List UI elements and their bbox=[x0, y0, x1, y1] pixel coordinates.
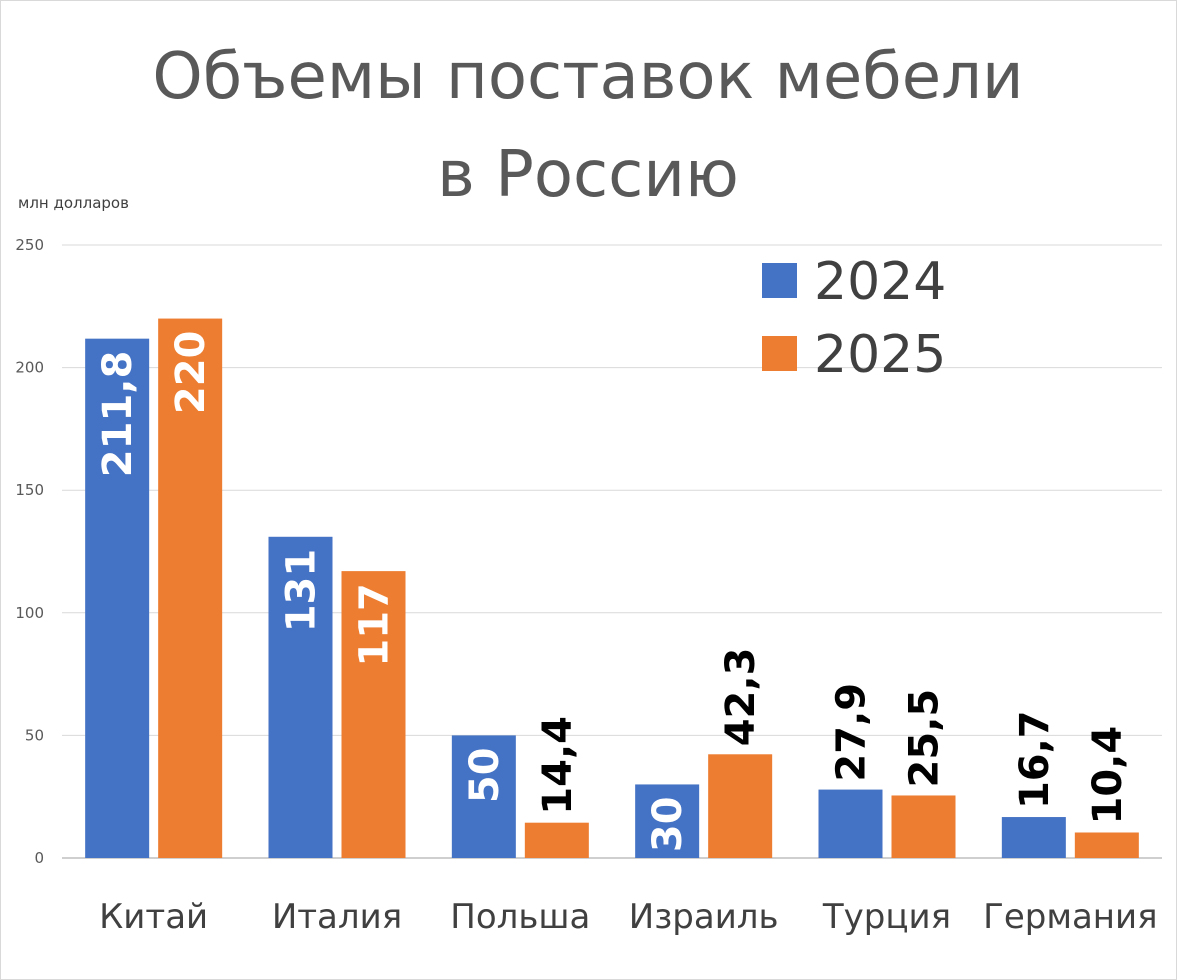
bar-2025 bbox=[158, 318, 223, 858]
bar-2024 bbox=[1001, 817, 1066, 858]
bar-2024 bbox=[85, 338, 150, 859]
category-label-layer: Китай Италия Польша Израиль Турция Германия bbox=[99, 897, 1157, 937]
bar-2025 bbox=[1074, 832, 1139, 858]
category-label: Турция bbox=[822, 897, 951, 937]
category-label: Германия bbox=[983, 897, 1158, 937]
bar-2025 bbox=[524, 822, 589, 858]
grid-layer bbox=[62, 244, 1162, 859]
data-label: 27,9 bbox=[829, 683, 875, 782]
legend-swatch bbox=[762, 336, 797, 371]
bar-2025 bbox=[891, 795, 956, 858]
bar-2024 bbox=[818, 789, 883, 858]
y-tick-label: 150 bbox=[15, 481, 44, 499]
data-label-layer: 211,8 220 131 117 50 14,4 30 42,3 27,9 25,5 16,7 10… bbox=[95, 331, 1131, 853]
y-tick-label: 200 bbox=[15, 359, 44, 377]
bar-2025 bbox=[341, 571, 406, 858]
data-label: 10,4 bbox=[1085, 726, 1131, 825]
y-axis-label: млн долларов bbox=[18, 194, 129, 212]
legend-label: 2024 bbox=[814, 252, 946, 312]
category-label: Израиль bbox=[629, 897, 779, 937]
data-label: 30 bbox=[645, 796, 691, 852]
data-label: 220 bbox=[168, 331, 214, 415]
legend-swatch bbox=[762, 263, 797, 298]
category-label: Италия bbox=[272, 897, 402, 937]
category-label: Китай bbox=[99, 897, 208, 937]
data-label: 211,8 bbox=[95, 351, 141, 478]
bar-2024 bbox=[451, 735, 516, 858]
bar-2024 bbox=[268, 536, 333, 858]
bar-2024 bbox=[635, 784, 700, 858]
data-label: 117 bbox=[352, 583, 398, 667]
legend-label: 2025 bbox=[814, 325, 946, 385]
bar-2025 bbox=[708, 754, 773, 858]
chart-title-line-1: Объемы поставок мебели bbox=[152, 40, 1023, 114]
bar-layer bbox=[85, 318, 1139, 859]
data-label: 25,5 bbox=[902, 689, 948, 788]
data-label: 131 bbox=[279, 549, 325, 633]
y-tick-label: 50 bbox=[25, 726, 44, 744]
data-label: 16,7 bbox=[1012, 710, 1058, 809]
y-tick-label: 0 bbox=[34, 849, 44, 867]
data-label: 42,3 bbox=[718, 648, 764, 747]
category-label: Польша bbox=[450, 897, 590, 937]
y-tick-label: 250 bbox=[15, 236, 44, 254]
chart-title-line-2: в Россию bbox=[437, 138, 739, 212]
legend: 2024 2025 bbox=[762, 252, 946, 385]
y-tick-layer: 0 50 100 150 200 250 bbox=[15, 236, 44, 867]
y-tick-label: 100 bbox=[15, 604, 44, 622]
data-label: 50 bbox=[462, 747, 508, 803]
data-label: 14,4 bbox=[535, 716, 581, 815]
